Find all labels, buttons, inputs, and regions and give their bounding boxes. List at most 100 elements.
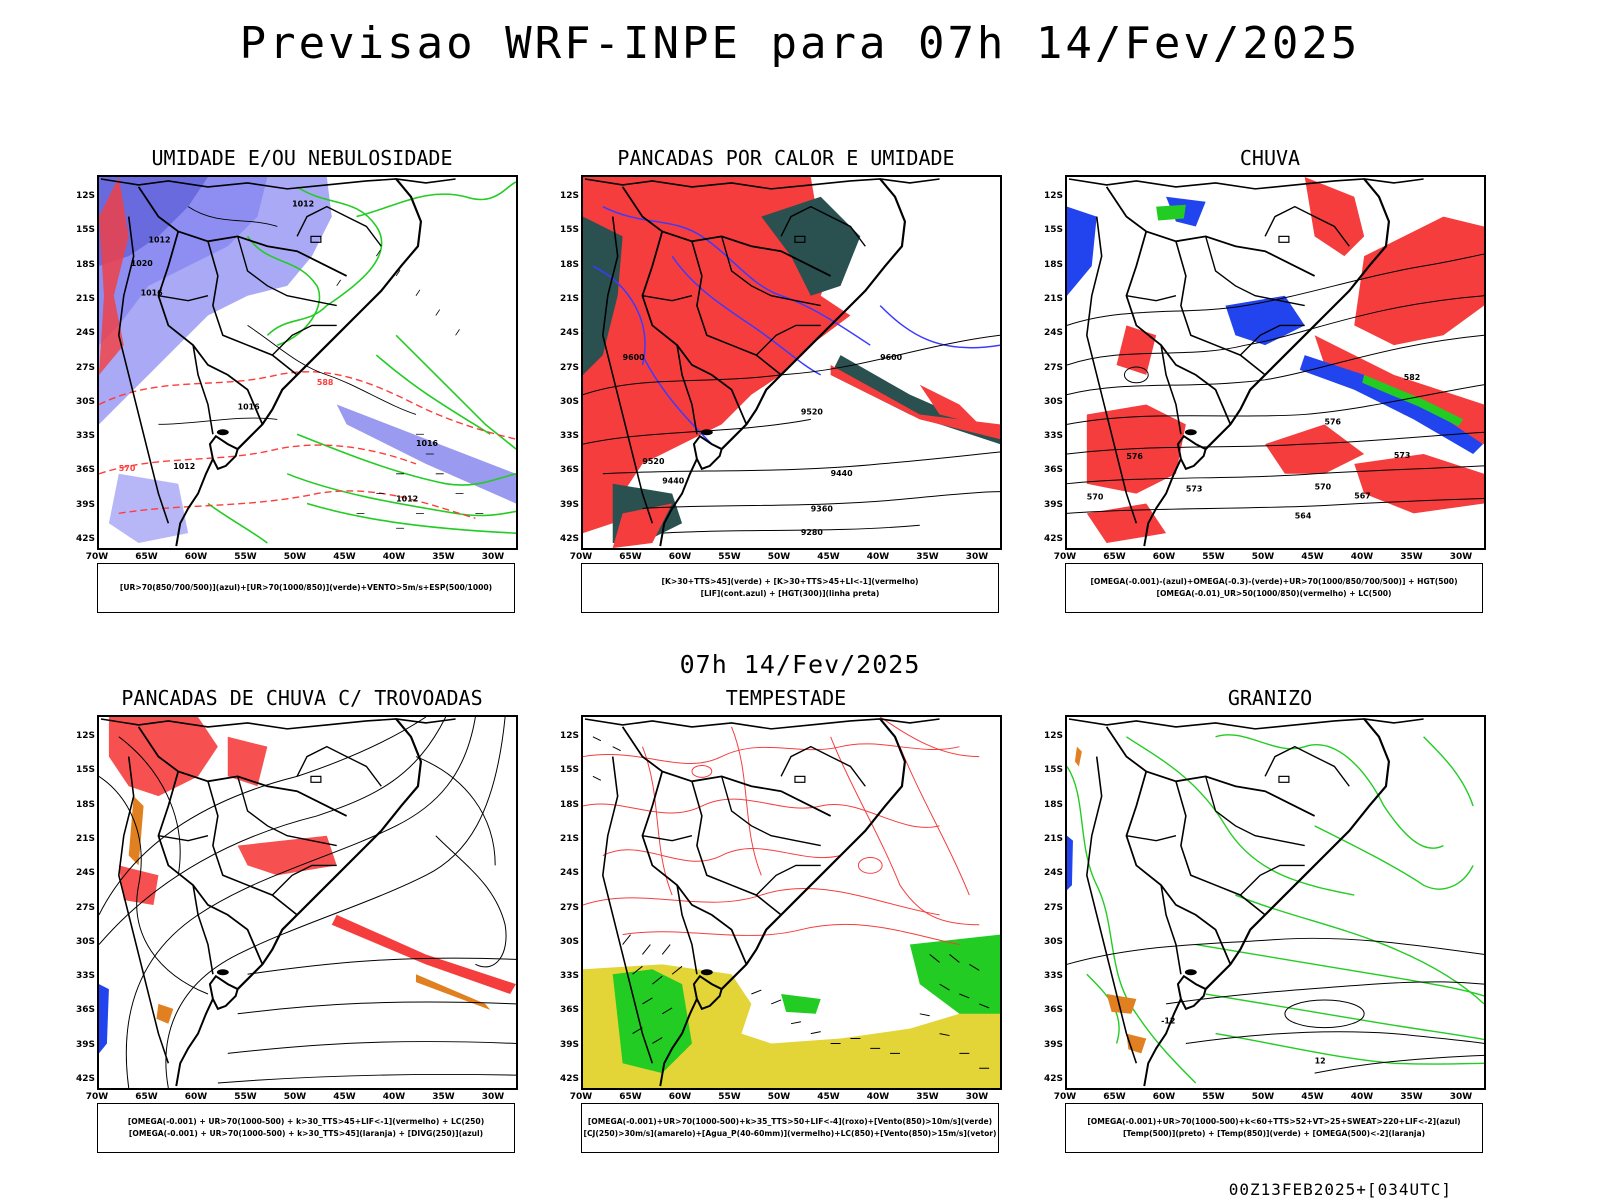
svg-text:9600: 9600: [880, 353, 903, 362]
lat-tick-label: 39S: [75, 499, 95, 510]
svg-text:9600: 9600: [623, 353, 646, 362]
svg-text:9360: 9360: [811, 504, 834, 513]
lon-tick-label: 35W: [916, 552, 939, 562]
lat-tick-label: 33S: [559, 971, 579, 982]
lat-tick-label: 39S: [1043, 1039, 1063, 1050]
lat-tick-label: 33S: [75, 431, 95, 442]
svg-text:573: 573: [1186, 485, 1203, 494]
lat-tick-label: 42S: [75, 534, 95, 544]
lon-tick-label: 30W: [481, 552, 505, 562]
svg-text:576: 576: [1325, 417, 1342, 426]
lat-tick-label: 12S: [75, 191, 95, 201]
lat-tick-label: 27S: [559, 902, 579, 913]
lon-tick-label: 60W: [184, 1092, 208, 1102]
panel-storm: TEMPESTADE: [556, 686, 1016, 1176]
lat-tick-label: 15S: [1043, 765, 1063, 776]
lat-tick-label: 33S: [75, 971, 95, 982]
lon-tick-label: 50W: [1251, 1092, 1275, 1102]
svg-text:582: 582: [1404, 373, 1421, 382]
map-hail: -12 12: [1065, 715, 1486, 1090]
panel-heat-showers: PANCADAS POR CALOR E UMIDADE: [556, 146, 1016, 636]
svg-text:9440: 9440: [831, 469, 854, 478]
svg-text:9520: 9520: [801, 407, 824, 416]
svg-text:576: 576: [1126, 452, 1143, 461]
svg-text:570: 570: [119, 464, 136, 473]
lat-tick-label: 24S: [1043, 328, 1063, 339]
lon-tick-label: 35W: [432, 552, 455, 562]
lon-tick-label: 65W: [1103, 1092, 1126, 1102]
lon-tick-label: 50W: [1251, 552, 1275, 562]
svg-text:1012: 1012: [396, 495, 418, 504]
lat-tick-label: 12S: [1043, 191, 1063, 201]
lon-tick-label: 45W: [817, 552, 840, 562]
lon-tick-label: 45W: [1301, 552, 1324, 562]
lon-tick-label: 60W: [668, 1092, 692, 1102]
svg-text:1012: 1012: [173, 462, 195, 471]
lon-tick-label: 50W: [283, 552, 307, 562]
lon-tick-label: 70W: [569, 1092, 593, 1102]
lat-tick-label: 24S: [559, 328, 579, 339]
lat-tick-label: 18S: [75, 799, 95, 810]
svg-text:588: 588: [317, 378, 334, 387]
lon-tick-label: 50W: [767, 1092, 791, 1102]
svg-text:-12: -12: [1161, 1017, 1175, 1026]
lat-tick-label: 36S: [75, 465, 95, 476]
lat-tick-label: 21S: [75, 293, 95, 304]
lat-tick-label: 24S: [1043, 868, 1063, 879]
legend-thunder-showers: [OMEGA(-0.001) + UR>70(1000-500) + k>30_…: [97, 1103, 515, 1153]
lat-tick-label: 42S: [1043, 1074, 1063, 1084]
lon-tick-label: 60W: [1152, 552, 1176, 562]
lat-tick-label: 15S: [559, 765, 579, 776]
lat-tick-label: 36S: [1043, 465, 1063, 476]
lat-tick-label: 15S: [75, 765, 95, 776]
lat-tick-label: 18S: [1043, 259, 1063, 270]
lon-tick-label: 40W: [866, 1092, 890, 1102]
lat-tick-label: 21S: [75, 833, 95, 844]
lon-tick-label: 50W: [283, 1092, 307, 1102]
lat-tick-label: 15S: [1043, 225, 1063, 236]
lon-tick-label: 70W: [1053, 552, 1077, 562]
legend-humidity: [UR>70(850/700/500)](azul)+[UR>70(1000/8…: [97, 563, 515, 613]
lat-tick-label: 27S: [1043, 362, 1063, 373]
lat-tick-label: 12S: [559, 731, 579, 741]
lon-tick-label: 65W: [135, 552, 158, 562]
lon-tick-label: 55W: [1202, 1092, 1225, 1102]
legend-hail: [OMEGA(-0.001)+UR>70(1000-500)+k<60+TTS>…: [1065, 1103, 1483, 1153]
lat-tick-label: 36S: [559, 1005, 579, 1016]
lat-tick-label: 42S: [75, 1074, 95, 1084]
lon-tick-label: 70W: [85, 552, 109, 562]
svg-text:570: 570: [1087, 493, 1104, 502]
lat-tick-label: 42S: [1043, 534, 1063, 544]
lon-tick-label: 45W: [817, 1092, 840, 1102]
main-title: Previsao WRF-INPE para 07h 14/Fev/2025: [239, 18, 1361, 69]
lon-tick-label: 35W: [916, 1092, 939, 1102]
svg-text:570: 570: [1315, 483, 1332, 492]
svg-text:9520: 9520: [642, 457, 665, 466]
lat-tick-label: 12S: [559, 191, 579, 201]
lat-tick-label: 27S: [559, 362, 579, 373]
panel-title: GRANIZO: [1227, 686, 1313, 710]
lon-tick-label: 30W: [1449, 552, 1473, 562]
lon-tick-label: 70W: [85, 1092, 109, 1102]
lon-tick-label: 60W: [1152, 1092, 1176, 1102]
svg-text:1016: 1016: [238, 402, 261, 411]
panel-title: PANCADAS DE CHUVA C/ TROVOADAS: [121, 686, 483, 710]
lon-tick-label: 65W: [619, 552, 642, 562]
lat-tick-label: 12S: [1043, 731, 1063, 741]
lat-tick-label: 24S: [75, 868, 95, 879]
svg-text:573: 573: [1394, 451, 1411, 460]
lon-tick-label: 55W: [718, 552, 741, 562]
lat-tick-label: 36S: [1043, 1005, 1063, 1016]
lat-tick-label: 33S: [1043, 431, 1063, 442]
lon-tick-label: 55W: [234, 1092, 257, 1102]
lon-tick-label: 40W: [1350, 1092, 1374, 1102]
panel-title: PANCADAS POR CALOR E UMIDADE: [617, 146, 955, 170]
lat-tick-label: 39S: [559, 1039, 579, 1050]
svg-text:1016: 1016: [416, 439, 439, 448]
lat-tick-label: 39S: [75, 1039, 95, 1050]
lat-tick-label: 12S: [75, 731, 95, 741]
lat-tick-label: 36S: [75, 1005, 95, 1016]
panel-thunder-showers: PANCADAS DE CHUVA C/ TROVOADAS: [72, 686, 532, 1176]
lat-tick-label: 30S: [1043, 936, 1063, 947]
lat-tick-label: 30S: [559, 396, 579, 407]
